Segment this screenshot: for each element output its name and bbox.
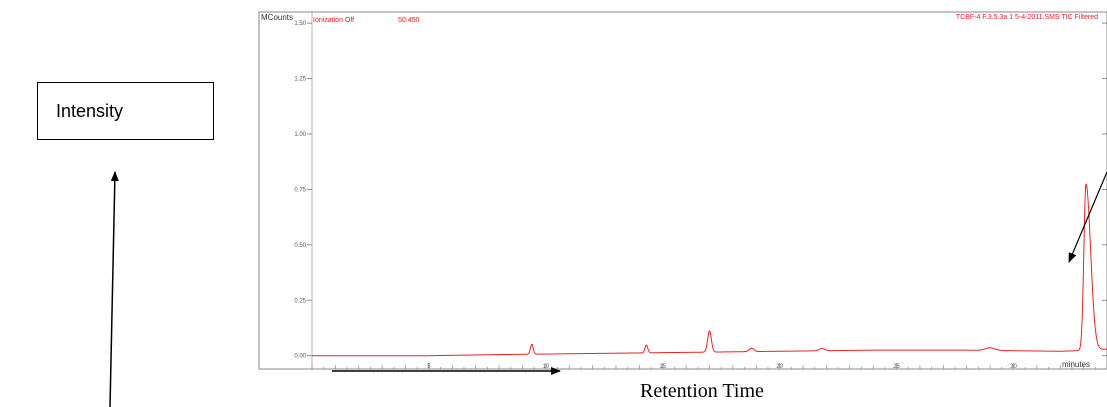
intensity-arrow — [109, 171, 119, 407]
x-tick-label-2: 15 — [659, 364, 666, 370]
y-tick-label-6: 1.50 — [294, 21, 306, 27]
retention-time-label: Retention Time — [640, 380, 764, 402]
y-tick-label-2: 0.50 — [294, 243, 306, 249]
y-tick-label-4: 1.00 — [294, 132, 306, 138]
intensity-label: Intensity — [56, 101, 124, 121]
x-tick-label-0: 5 — [427, 364, 431, 370]
y-tick-label-3: 0.75 — [294, 187, 306, 193]
x-unit-label: minutes — [1062, 360, 1090, 369]
y-unit-label: MCounts — [261, 13, 293, 22]
trace-title: TCBF-4 F.3.5.3a 1 5-4-2011.SMS TIC Filte… — [956, 14, 1098, 21]
y-tick-label-1: 0.25 — [294, 298, 306, 304]
series-tic — [312, 183, 1107, 357]
x-tick-label-4: 25 — [893, 364, 900, 370]
ionization-label: Ionization Off — [313, 17, 354, 24]
y-axis: 0.00 0.25 0.50 0.75 1.00 1.25 1.50 — [294, 21, 1107, 360]
x-tick-label-5: 30 — [1010, 364, 1017, 370]
x-tick-label-1: 10 — [542, 364, 549, 370]
plot-frame — [258, 11, 1107, 370]
peak-pointer-arrow — [1068, 171, 1107, 263]
x-tick-label-3: 20 — [776, 364, 783, 370]
intensity-label-box: Intensity — [37, 82, 214, 140]
y-tick-label-0: 0.00 — [294, 354, 306, 360]
mass-range-label: 50:450 — [398, 17, 420, 24]
y-tick-label-5: 1.25 — [294, 77, 306, 83]
